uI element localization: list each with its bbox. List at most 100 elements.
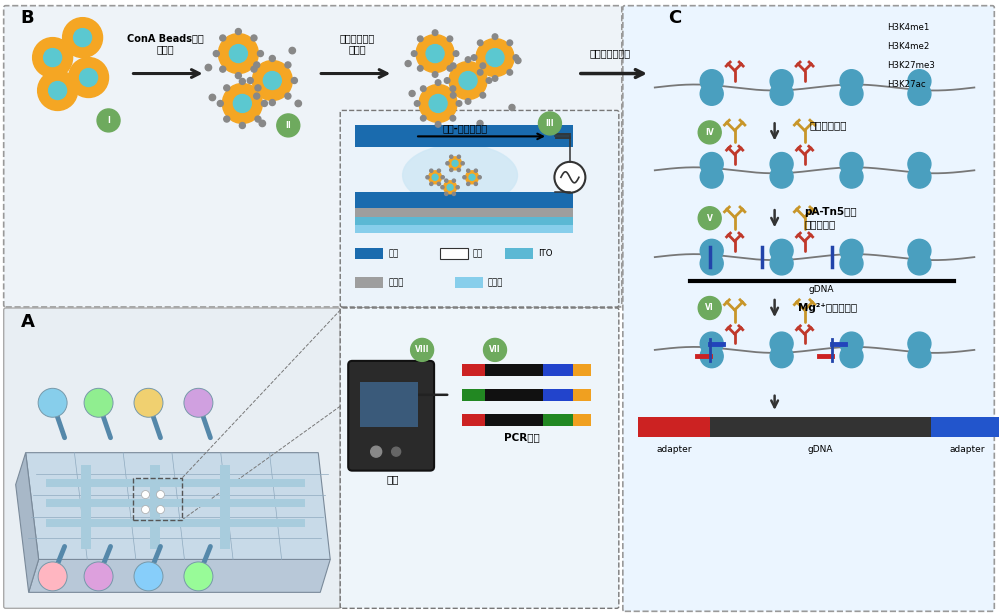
FancyBboxPatch shape [462, 414, 485, 426]
Circle shape [435, 80, 441, 85]
Circle shape [450, 63, 456, 68]
Circle shape [446, 162, 449, 165]
FancyBboxPatch shape [355, 217, 573, 226]
Circle shape [513, 55, 519, 60]
Circle shape [417, 66, 423, 71]
Text: gDNA: gDNA [809, 285, 834, 294]
Circle shape [471, 55, 477, 60]
FancyBboxPatch shape [462, 389, 485, 401]
Circle shape [429, 95, 447, 113]
Circle shape [229, 45, 247, 63]
Text: adapter: adapter [950, 445, 985, 454]
FancyBboxPatch shape [455, 277, 483, 288]
FancyBboxPatch shape [462, 364, 485, 376]
Circle shape [770, 345, 793, 368]
Circle shape [184, 388, 213, 417]
FancyBboxPatch shape [220, 465, 230, 549]
Circle shape [291, 77, 297, 84]
Circle shape [700, 252, 723, 275]
Circle shape [840, 239, 863, 262]
Circle shape [449, 157, 462, 170]
FancyBboxPatch shape [485, 364, 543, 376]
Text: 电极: 电极 [473, 249, 483, 258]
FancyBboxPatch shape [355, 248, 383, 259]
Circle shape [469, 174, 475, 180]
Circle shape [480, 63, 486, 68]
Circle shape [447, 36, 453, 42]
FancyBboxPatch shape [46, 499, 305, 507]
Circle shape [254, 62, 260, 68]
Circle shape [700, 165, 723, 188]
Circle shape [908, 332, 931, 355]
Circle shape [371, 446, 382, 457]
Circle shape [477, 69, 483, 75]
Circle shape [239, 122, 245, 129]
Circle shape [255, 85, 261, 91]
Text: VI: VI [705, 303, 714, 312]
Text: 细胞-磁珠复合物: 细胞-磁珠复合物 [442, 124, 488, 133]
Circle shape [430, 182, 433, 186]
Circle shape [419, 84, 457, 122]
Circle shape [235, 28, 241, 34]
Circle shape [840, 165, 863, 188]
Circle shape [430, 169, 433, 172]
Circle shape [420, 116, 426, 121]
Circle shape [456, 101, 462, 106]
Circle shape [44, 49, 62, 66]
Circle shape [33, 38, 73, 77]
Text: H3K4me2: H3K4me2 [887, 42, 930, 51]
Circle shape [447, 66, 453, 71]
Text: 洋地黄皂苷透
化细胞: 洋地黄皂苷透 化细胞 [340, 33, 375, 54]
Circle shape [224, 116, 230, 122]
Circle shape [218, 34, 258, 74]
Circle shape [840, 252, 863, 275]
Circle shape [432, 30, 438, 36]
Circle shape [444, 77, 450, 83]
Circle shape [217, 100, 223, 106]
Circle shape [466, 171, 479, 184]
Circle shape [452, 161, 458, 166]
Circle shape [38, 562, 67, 591]
Circle shape [251, 66, 257, 72]
Circle shape [492, 76, 498, 81]
Circle shape [224, 85, 230, 91]
Circle shape [392, 447, 401, 456]
Circle shape [426, 176, 429, 179]
Ellipse shape [403, 145, 517, 206]
Circle shape [452, 192, 455, 196]
Text: adapter: adapter [656, 445, 692, 454]
FancyBboxPatch shape [348, 361, 434, 470]
Circle shape [700, 345, 723, 368]
FancyBboxPatch shape [543, 364, 573, 376]
Circle shape [411, 51, 417, 57]
Circle shape [420, 86, 426, 92]
Text: gDNA: gDNA [808, 445, 833, 454]
Circle shape [908, 165, 931, 188]
Circle shape [770, 82, 793, 105]
Circle shape [429, 171, 442, 184]
Circle shape [285, 93, 291, 99]
Text: 二抗结合一抗: 二抗结合一抗 [810, 121, 847, 130]
Circle shape [486, 49, 504, 66]
Circle shape [908, 153, 931, 175]
Circle shape [447, 184, 453, 190]
Circle shape [205, 65, 212, 71]
Circle shape [74, 29, 92, 47]
Circle shape [492, 34, 498, 39]
Circle shape [450, 169, 453, 172]
Circle shape [38, 388, 67, 417]
Circle shape [908, 82, 931, 105]
Circle shape [698, 207, 721, 229]
FancyBboxPatch shape [360, 382, 418, 427]
Text: II: II [285, 121, 291, 130]
Circle shape [411, 338, 434, 362]
Circle shape [908, 345, 931, 368]
Circle shape [254, 93, 260, 99]
Circle shape [465, 98, 471, 104]
Circle shape [840, 153, 863, 175]
Circle shape [507, 69, 513, 75]
FancyBboxPatch shape [355, 125, 573, 148]
Circle shape [452, 179, 455, 182]
Circle shape [908, 69, 931, 93]
Circle shape [450, 92, 456, 98]
